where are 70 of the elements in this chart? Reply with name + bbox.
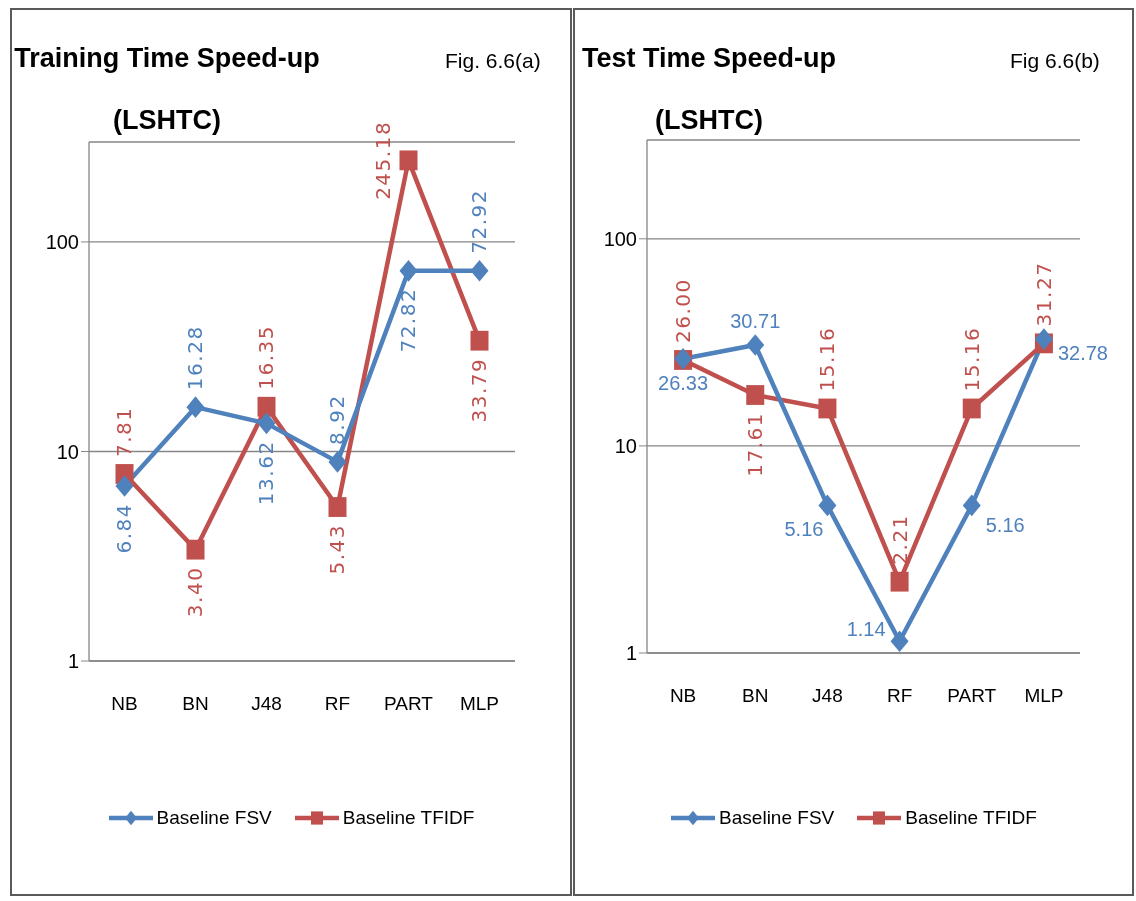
point bbox=[257, 396, 276, 417]
y-tick-label: 10 bbox=[56, 440, 79, 463]
point bbox=[962, 494, 981, 517]
point bbox=[115, 475, 134, 497]
point bbox=[186, 539, 205, 560]
point bbox=[962, 398, 981, 419]
data-label: 245.18 bbox=[371, 120, 396, 200]
y-tick-label: 10 bbox=[614, 435, 637, 457]
x-tick-label: MLP bbox=[459, 693, 500, 715]
data-label: 26.33 bbox=[658, 371, 709, 394]
caption: Fig 6.6(b) bbox=[1010, 48, 1100, 74]
point bbox=[890, 630, 909, 653]
data-label: 5.16 bbox=[985, 514, 1025, 537]
chart-title: Training Time Speed-up (LSHTC) bbox=[13, 42, 321, 137]
y-tick-label: 1 bbox=[625, 642, 637, 665]
chart-title: Test Time Speed-up (LSHTC) bbox=[580, 42, 838, 137]
data-label: 16.35 bbox=[254, 324, 279, 390]
point bbox=[746, 385, 765, 405]
data-label: 5.16 bbox=[784, 518, 824, 541]
y-tick-label: 1 bbox=[67, 650, 79, 673]
point bbox=[257, 412, 276, 435]
data-label: 32.78 bbox=[1057, 342, 1108, 365]
data-label: 15.16 bbox=[815, 326, 840, 392]
point bbox=[890, 571, 909, 592]
legend-label: Baseline TFIDF bbox=[342, 807, 475, 829]
legend-label: Baseline FSV bbox=[719, 807, 835, 829]
data-label: 7.81 bbox=[112, 406, 137, 457]
point bbox=[1034, 328, 1053, 350]
legend-label: Baseline FSV bbox=[156, 807, 272, 829]
x-tick-label: BN bbox=[182, 693, 209, 715]
data-label: 17.61 bbox=[743, 412, 768, 477]
point bbox=[328, 497, 347, 517]
x-tick-label: MLP bbox=[1024, 685, 1064, 707]
data-label: 6.84 bbox=[112, 503, 137, 554]
data-label: 8.92 bbox=[325, 394, 350, 445]
x-tick-label: PART bbox=[384, 693, 434, 715]
data-label: 1.14 bbox=[846, 618, 886, 641]
y-tick-label: 100 bbox=[603, 227, 637, 250]
data-label: 3.40 bbox=[183, 566, 208, 618]
x-tick-label: RF bbox=[886, 685, 913, 707]
point bbox=[746, 334, 765, 356]
point bbox=[818, 494, 837, 517]
x-tick-label: J48 bbox=[812, 685, 843, 707]
point bbox=[328, 451, 347, 473]
data-label: 5.43 bbox=[325, 524, 350, 575]
x-tick-label: J48 bbox=[251, 693, 282, 715]
point bbox=[399, 260, 418, 282]
point bbox=[470, 259, 489, 282]
data-label: 33.79 bbox=[467, 357, 492, 423]
data-label: 72.92 bbox=[467, 188, 492, 254]
point bbox=[818, 398, 837, 419]
caption: Fig. 6.6(a) bbox=[445, 48, 541, 74]
data-label: 13.62 bbox=[254, 440, 279, 506]
data-label: 31.27 bbox=[1031, 261, 1056, 327]
y-tick-label: 100 bbox=[45, 231, 79, 254]
x-tick-label: NB bbox=[111, 693, 138, 715]
legend-label: Baseline TFIDF bbox=[905, 807, 1037, 829]
data-label: 16.28 bbox=[183, 325, 208, 391]
data-label: 2.21 bbox=[887, 514, 912, 565]
data-label: 30.71 bbox=[730, 309, 781, 332]
point bbox=[470, 330, 489, 351]
data-label: 26.00 bbox=[671, 278, 696, 343]
data-label: 15.16 bbox=[959, 326, 984, 392]
x-tick-label: PART bbox=[947, 685, 997, 707]
data-label: 72.82 bbox=[396, 287, 421, 353]
x-tick-label: NB bbox=[669, 685, 697, 707]
point bbox=[399, 150, 418, 171]
x-tick-label: BN bbox=[742, 685, 769, 707]
point bbox=[186, 396, 205, 418]
x-tick-label: RF bbox=[324, 693, 351, 715]
